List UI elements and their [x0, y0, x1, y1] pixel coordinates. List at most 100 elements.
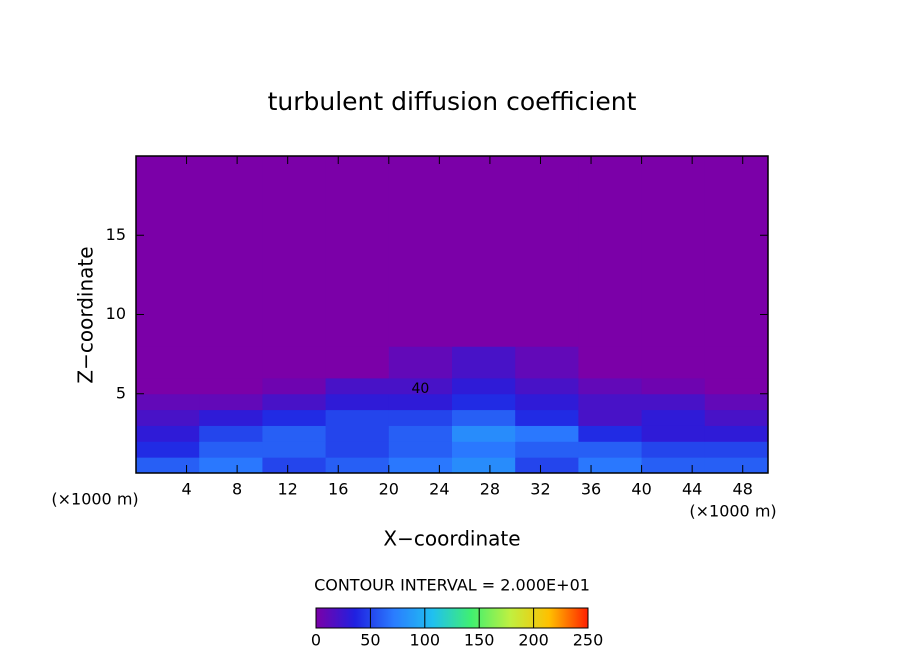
field-cell — [199, 346, 263, 379]
field-cell — [325, 346, 390, 379]
field-cell — [515, 441, 579, 458]
field-cell — [452, 409, 516, 426]
colorbar-tick-label: 50 — [360, 631, 380, 650]
x-tick-label: 48 — [733, 480, 753, 499]
colorbar-tick-label: 100 — [410, 631, 441, 650]
field-cell — [325, 377, 390, 395]
colorbar-tick-label: 150 — [464, 631, 495, 650]
field-cell — [262, 441, 327, 458]
field-cell — [641, 425, 706, 442]
x-tick-label: 4 — [181, 480, 191, 499]
field-cell — [704, 441, 769, 458]
field-cell — [325, 457, 390, 474]
field-cell — [515, 346, 579, 379]
field-cell — [578, 346, 643, 379]
field-cell — [704, 457, 769, 474]
field-cell — [262, 425, 327, 442]
field-cell — [641, 457, 706, 474]
field-cell — [136, 441, 200, 458]
x-tick-label: 24 — [429, 480, 449, 499]
field-cell — [325, 393, 390, 411]
colorbar — [315, 607, 589, 629]
field-cell — [136, 346, 200, 379]
field-cell — [515, 393, 579, 411]
x-unit: (×1000 m) — [689, 502, 776, 521]
field-cell — [515, 377, 579, 395]
y-axis-label: Z−coordinate — [74, 246, 98, 383]
field-cell — [641, 156, 706, 347]
field-cell — [388, 409, 453, 426]
field-cell — [388, 156, 453, 347]
field-cell — [262, 409, 327, 426]
field-cell — [262, 393, 327, 411]
field-cell — [199, 156, 263, 347]
field-cell — [325, 156, 390, 347]
field-cell — [578, 441, 643, 458]
field-cell — [452, 441, 516, 458]
colorbar-tick-label: 250 — [573, 631, 604, 650]
field-cell — [452, 457, 516, 474]
chart-title: turbulent diffusion coefficient — [268, 87, 637, 116]
field-cell — [641, 377, 706, 395]
colorbar-tick-label: 200 — [518, 631, 549, 650]
field-cell — [704, 409, 769, 426]
field-cell — [578, 425, 643, 442]
x-tick-label: 28 — [480, 480, 500, 499]
field-cell — [388, 346, 453, 379]
field-cell — [452, 346, 516, 379]
x-tick-label: 20 — [379, 480, 399, 499]
y-tick-label: 10 — [106, 304, 126, 323]
field-cell — [199, 393, 263, 411]
field-cell — [704, 425, 769, 442]
field-cell — [388, 377, 453, 395]
field-cell — [641, 393, 706, 411]
contour-label: 40 — [411, 381, 429, 397]
field-cell — [325, 425, 390, 442]
y-tick-label: 5 — [116, 383, 126, 402]
field-cell — [452, 377, 516, 395]
x-tick-label: 12 — [278, 480, 298, 499]
field-cell — [578, 457, 643, 474]
x-tick-label: 40 — [631, 480, 651, 499]
field-cell — [452, 156, 516, 347]
field-cell — [704, 393, 769, 411]
field-cell — [325, 441, 390, 458]
field — [136, 156, 769, 474]
field-cell — [388, 441, 453, 458]
field-cell — [515, 156, 579, 347]
y-unit: (×1000 m) — [51, 490, 138, 509]
x-tick-label: 16 — [328, 480, 348, 499]
field-cell — [136, 457, 200, 474]
field-cell — [704, 156, 769, 347]
x-tick-label: 8 — [232, 480, 242, 499]
field-cell — [136, 409, 200, 426]
field-cell — [262, 346, 327, 379]
contour-interval: CONTOUR INTERVAL = 2.000E+01 — [314, 576, 590, 595]
x-tick-label: 36 — [581, 480, 601, 499]
colorbar-tick-label: 0 — [311, 631, 321, 650]
field-cell — [388, 457, 453, 474]
field-cell — [704, 346, 769, 379]
field-cell — [199, 425, 263, 442]
field-cell — [325, 409, 390, 426]
field-cell — [704, 377, 769, 395]
x-axis-label: X−coordinate — [383, 527, 520, 551]
field-cell — [199, 441, 263, 458]
field-cell — [136, 393, 200, 411]
field-cell — [136, 425, 200, 442]
field-cell — [199, 377, 263, 395]
field-cell — [515, 425, 579, 442]
x-tick-label: 44 — [682, 480, 702, 499]
field-cell — [641, 441, 706, 458]
field-cell — [136, 377, 200, 395]
field-cell — [199, 457, 263, 474]
field-cell — [578, 393, 643, 411]
field-cell — [515, 409, 579, 426]
field-cell — [262, 377, 327, 395]
x-tick-label: 32 — [530, 480, 550, 499]
field-cell — [578, 156, 643, 347]
field-cell — [262, 156, 327, 347]
field-cell — [388, 425, 453, 442]
y-tick-label: 15 — [106, 225, 126, 244]
field-cell — [262, 457, 327, 474]
